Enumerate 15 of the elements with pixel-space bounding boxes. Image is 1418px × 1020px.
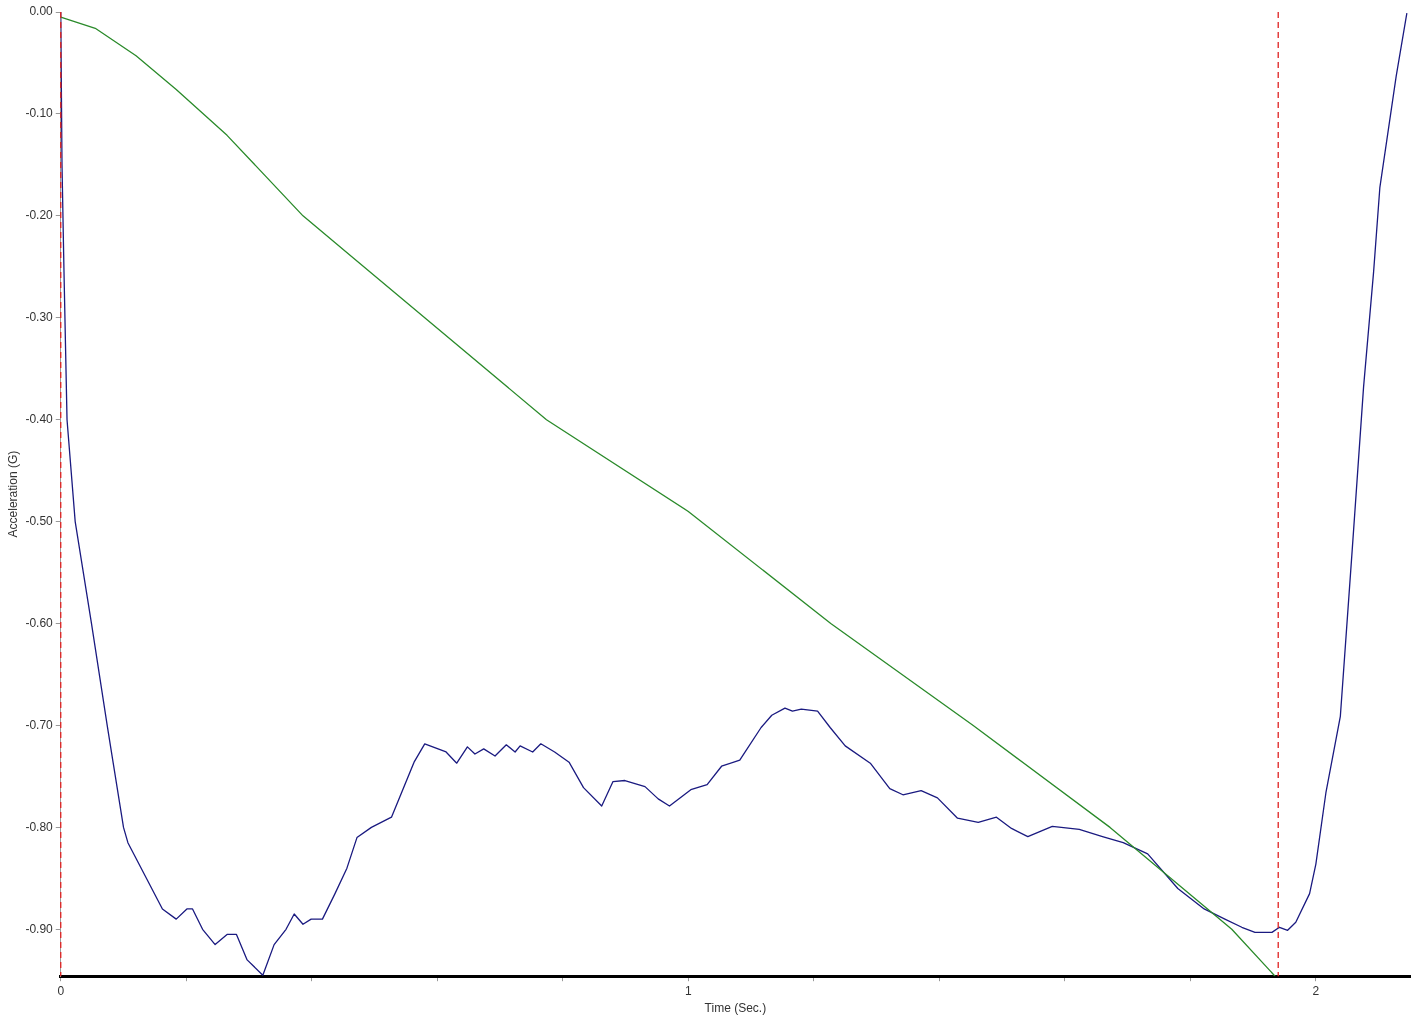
- x-tick-label: 1: [684, 983, 692, 998]
- x-tick-label: 0: [57, 983, 65, 998]
- y-tick-label: -0.30: [25, 310, 54, 325]
- y-tick-label: -0.90: [25, 921, 54, 936]
- y-tick-label: -0.20: [25, 208, 54, 223]
- x-axis-title: Time (Sec.): [704, 1001, 767, 1016]
- y-tick-label: -0.50: [25, 513, 54, 528]
- y-tick-label: -0.80: [25, 819, 54, 834]
- y-tick-label: 0.00: [29, 4, 54, 19]
- y-tick-label: -0.10: [25, 106, 54, 121]
- x-tick-label: 2: [1312, 983, 1320, 998]
- y-tick-label: -0.60: [25, 615, 54, 630]
- y-axis-title: Acceleration (G): [5, 450, 20, 538]
- y-tick-label: -0.70: [25, 717, 54, 732]
- y-tick-label: -0.40: [25, 412, 54, 427]
